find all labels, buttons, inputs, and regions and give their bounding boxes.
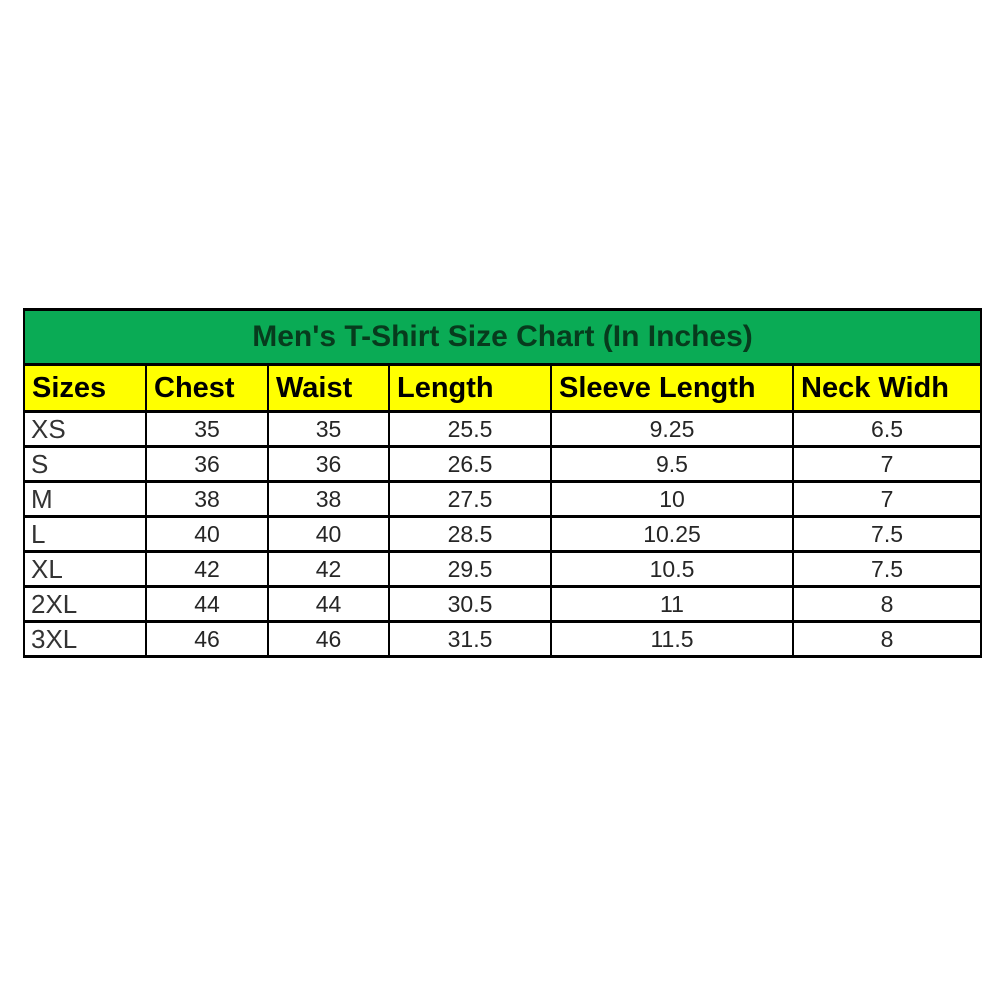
- value-cell: 46: [267, 620, 390, 658]
- value-cell: 9.5: [550, 445, 794, 483]
- column-header-length: Length: [388, 363, 552, 413]
- value-cell: 25.5: [388, 410, 552, 448]
- value-cell: 35: [145, 410, 269, 448]
- value-cell: 7.5: [791, 515, 983, 553]
- value-cell: 31.5: [388, 620, 552, 658]
- value-cell: 40: [267, 515, 390, 553]
- value-cell: 7: [791, 445, 983, 483]
- table-row-xl: XL 42 42 29.5 10.5 7.5: [23, 550, 983, 588]
- value-cell: 6.5: [791, 410, 983, 448]
- table-title-row: Men's T-Shirt Size Chart (In Inches): [22, 308, 983, 366]
- column-header-sleeve-length: Sleeve Length: [550, 363, 794, 413]
- table-row-l: L 40 40 28.5 10.25 7.5: [23, 515, 983, 553]
- value-cell: 44: [145, 585, 269, 623]
- column-header-neck-width: Neck Widh: [791, 363, 983, 413]
- table-row-xs: XS 35 35 25.5 9.25 6.5: [23, 410, 983, 448]
- column-header-chest: Chest: [145, 363, 269, 413]
- value-cell: 35: [267, 410, 390, 448]
- table-row-2xl: 2XL 44 44 30.5 11 8: [23, 585, 983, 623]
- size-chart-table: Men's T-Shirt Size Chart (In Inches) Siz…: [22, 308, 983, 658]
- value-cell: 10.25: [550, 515, 794, 553]
- value-cell: 7: [791, 480, 983, 518]
- table-title: Men's T-Shirt Size Chart (In Inches): [22, 308, 983, 366]
- value-cell: 27.5: [388, 480, 552, 518]
- size-cell: L: [23, 515, 147, 553]
- size-cell: M: [23, 480, 147, 518]
- table-row-s: S 36 36 26.5 9.5 7: [23, 445, 983, 483]
- value-cell: 8: [791, 620, 983, 658]
- value-cell: 29.5: [388, 550, 552, 588]
- value-cell: 7.5: [791, 550, 983, 588]
- column-header-waist: Waist: [267, 363, 390, 413]
- value-cell: 30.5: [388, 585, 552, 623]
- value-cell: 38: [145, 480, 269, 518]
- size-cell: XL: [23, 550, 147, 588]
- value-cell: 38: [267, 480, 390, 518]
- value-cell: 46: [145, 620, 269, 658]
- value-cell: 9.25: [550, 410, 794, 448]
- size-cell: 3XL: [23, 620, 147, 658]
- value-cell: 44: [267, 585, 390, 623]
- value-cell: 26.5: [388, 445, 552, 483]
- size-cell: XS: [23, 410, 147, 448]
- table-row-m: M 38 38 27.5 10 7: [23, 480, 983, 518]
- table-row-3xl: 3XL 46 46 31.5 11.5 8: [23, 620, 983, 658]
- value-cell: 10.5: [550, 550, 794, 588]
- value-cell: 40: [145, 515, 269, 553]
- value-cell: 42: [145, 550, 269, 588]
- value-cell: 10: [550, 480, 794, 518]
- value-cell: 28.5: [388, 515, 552, 553]
- value-cell: 11: [550, 585, 794, 623]
- value-cell: 8: [791, 585, 983, 623]
- value-cell: 11.5: [550, 620, 794, 658]
- size-cell: S: [23, 445, 147, 483]
- value-cell: 42: [267, 550, 390, 588]
- value-cell: 36: [267, 445, 390, 483]
- table-header-row: Sizes Chest Waist Length Sleeve Length N…: [23, 363, 983, 413]
- size-cell: 2XL: [23, 585, 147, 623]
- column-header-sizes: Sizes: [23, 363, 147, 413]
- value-cell: 36: [145, 445, 269, 483]
